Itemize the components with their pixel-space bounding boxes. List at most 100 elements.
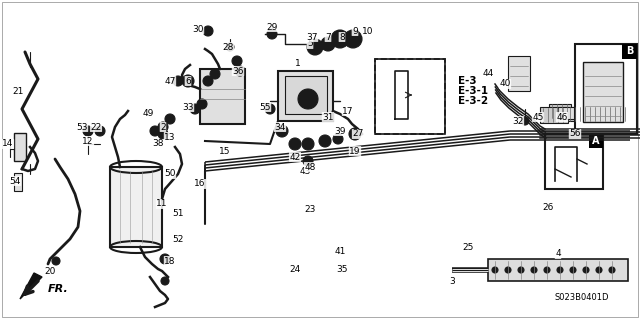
Bar	[607, 107, 629, 121]
Circle shape	[158, 129, 168, 139]
Text: 5: 5	[307, 40, 313, 48]
Circle shape	[203, 76, 213, 86]
Text: 49: 49	[142, 109, 154, 118]
Circle shape	[160, 254, 170, 264]
Bar	[200, 69, 245, 124]
Circle shape	[349, 128, 361, 140]
Text: 12: 12	[83, 137, 93, 145]
Circle shape	[331, 30, 349, 48]
Text: 23: 23	[304, 204, 316, 213]
Circle shape	[492, 267, 498, 273]
Text: 42: 42	[289, 152, 301, 161]
Circle shape	[321, 37, 335, 51]
Bar	[278, 71, 333, 121]
Text: 22: 22	[90, 122, 102, 131]
Text: 3: 3	[449, 277, 455, 286]
Text: A: A	[592, 136, 600, 146]
Bar	[375, 59, 445, 134]
Text: 37: 37	[307, 33, 317, 41]
Circle shape	[307, 39, 323, 55]
Text: 4: 4	[555, 249, 561, 258]
Circle shape	[182, 75, 194, 87]
Text: 35: 35	[336, 264, 348, 273]
Text: 39: 39	[334, 127, 346, 136]
Bar	[549, 104, 571, 118]
Circle shape	[267, 29, 277, 39]
Text: 18: 18	[164, 256, 176, 265]
Bar	[375, 59, 445, 134]
Text: 14: 14	[3, 139, 13, 149]
Bar	[567, 107, 589, 121]
Text: 28: 28	[222, 42, 234, 51]
Text: 54: 54	[10, 176, 20, 186]
Text: 44: 44	[483, 70, 493, 78]
Text: E-3: E-3	[458, 76, 477, 86]
Circle shape	[158, 122, 168, 132]
Text: 11: 11	[156, 199, 168, 209]
Text: 40: 40	[499, 79, 511, 88]
Text: 15: 15	[220, 146, 231, 155]
Circle shape	[518, 267, 524, 273]
Polygon shape	[20, 273, 42, 299]
Circle shape	[173, 76, 183, 86]
Text: 43: 43	[300, 167, 310, 175]
Text: 30: 30	[192, 25, 204, 33]
Text: 45: 45	[532, 113, 544, 122]
Text: 51: 51	[172, 210, 184, 219]
Circle shape	[165, 114, 175, 124]
Circle shape	[203, 26, 213, 36]
Bar	[589, 134, 603, 148]
Text: 55: 55	[259, 102, 271, 112]
Text: 8: 8	[339, 33, 345, 41]
Text: 17: 17	[342, 107, 354, 115]
Circle shape	[557, 267, 563, 273]
Text: 50: 50	[164, 169, 176, 179]
Circle shape	[298, 89, 318, 109]
Circle shape	[197, 99, 207, 109]
Text: S023B0401D: S023B0401D	[555, 293, 609, 301]
Text: E-3-2: E-3-2	[458, 96, 488, 106]
Circle shape	[95, 126, 105, 136]
Text: 20: 20	[44, 266, 56, 276]
Text: 24: 24	[289, 264, 301, 273]
Text: B: B	[626, 47, 633, 56]
Circle shape	[235, 66, 245, 76]
Text: 13: 13	[164, 132, 176, 142]
Bar	[575, 44, 637, 134]
Text: 6: 6	[185, 77, 191, 85]
Circle shape	[289, 138, 301, 150]
Bar	[587, 107, 609, 121]
Text: 26: 26	[542, 203, 554, 211]
Bar	[14, 173, 22, 191]
Text: 36: 36	[232, 66, 244, 76]
Text: 31: 31	[323, 113, 333, 122]
Circle shape	[276, 125, 288, 137]
Circle shape	[583, 267, 589, 273]
Circle shape	[226, 43, 234, 51]
Text: 34: 34	[275, 122, 285, 131]
Circle shape	[161, 277, 169, 285]
Text: 19: 19	[349, 146, 361, 155]
Bar	[110, 167, 162, 247]
Text: 27: 27	[352, 130, 364, 138]
Text: 33: 33	[182, 102, 194, 112]
Circle shape	[52, 257, 60, 265]
Circle shape	[596, 267, 602, 273]
Bar	[558, 107, 576, 119]
Text: 16: 16	[195, 180, 205, 189]
Text: 1: 1	[295, 60, 301, 69]
Text: 7: 7	[325, 33, 331, 41]
Text: 10: 10	[362, 26, 374, 35]
Bar	[540, 107, 568, 123]
Text: 47: 47	[164, 77, 176, 85]
Circle shape	[150, 126, 160, 136]
Circle shape	[344, 30, 362, 48]
Circle shape	[333, 134, 343, 144]
Text: 52: 52	[172, 234, 184, 243]
Text: 32: 32	[512, 116, 524, 125]
Circle shape	[303, 156, 313, 166]
Circle shape	[83, 126, 93, 136]
Circle shape	[531, 267, 537, 273]
Text: E-3-1: E-3-1	[458, 86, 488, 96]
Text: 46: 46	[556, 113, 568, 122]
